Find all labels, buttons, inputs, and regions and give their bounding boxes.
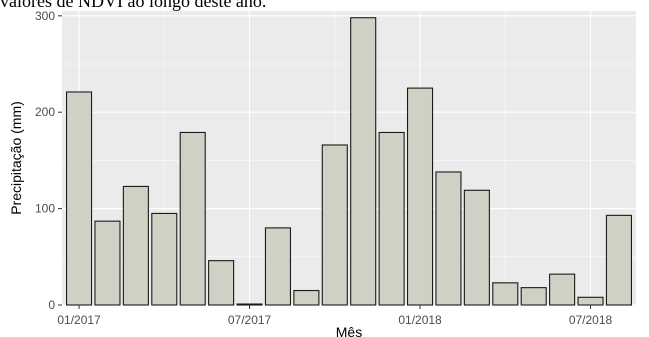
y-tick-label: 100 — [35, 202, 55, 216]
x-axis-ticks: 01/2017 07/2017 01/2018 07/2018 — [57, 305, 613, 327]
page-caption: valores de NDVI ao longo deste ano. — [0, 0, 267, 11]
bars-group — [65, 17, 633, 306]
bar-09-2017 — [293, 289, 320, 306]
bar-05-2018 — [520, 287, 547, 306]
bar-01-2017 — [65, 91, 93, 306]
y-tick-label: 300 — [35, 9, 55, 23]
y-axis-title: Precipitação (mm) — [8, 101, 24, 215]
y-tick-label: 200 — [35, 105, 55, 119]
bar-10-2017 — [321, 144, 348, 306]
bar-11-2017 — [350, 17, 377, 306]
x-axis-title: Mês — [336, 324, 362, 337]
x-tick-label: 07/2018 — [569, 313, 613, 327]
bar-03-2018 — [463, 189, 490, 306]
bar-06-2017 — [208, 260, 235, 306]
x-tick-label: 01/2017 — [57, 313, 101, 327]
bar-07-2017 — [236, 303, 263, 306]
bar-08-2017 — [264, 227, 292, 306]
bar-02-2018 — [435, 171, 462, 306]
bar-04-2017 — [151, 212, 178, 306]
bar-08-2018 — [605, 214, 633, 306]
x-tick-label: 07/2017 — [228, 313, 272, 327]
bar-06-2018 — [549, 273, 576, 306]
bar-12-2017 — [378, 131, 405, 306]
bar-05-2017 — [179, 131, 206, 306]
y-tick-label: 0 — [48, 298, 55, 312]
bar-02-2017 — [94, 220, 121, 306]
bar-03-2017 — [122, 185, 149, 306]
bar-07-2018 — [577, 296, 604, 306]
x-tick-label: 01/2018 — [398, 313, 442, 327]
minor-gridlines — [62, 11, 636, 305]
bar-04-2018 — [492, 282, 519, 306]
bar-01-2018 — [406, 87, 434, 306]
y-axis-ticks: 0 100 200 300 — [35, 9, 62, 312]
